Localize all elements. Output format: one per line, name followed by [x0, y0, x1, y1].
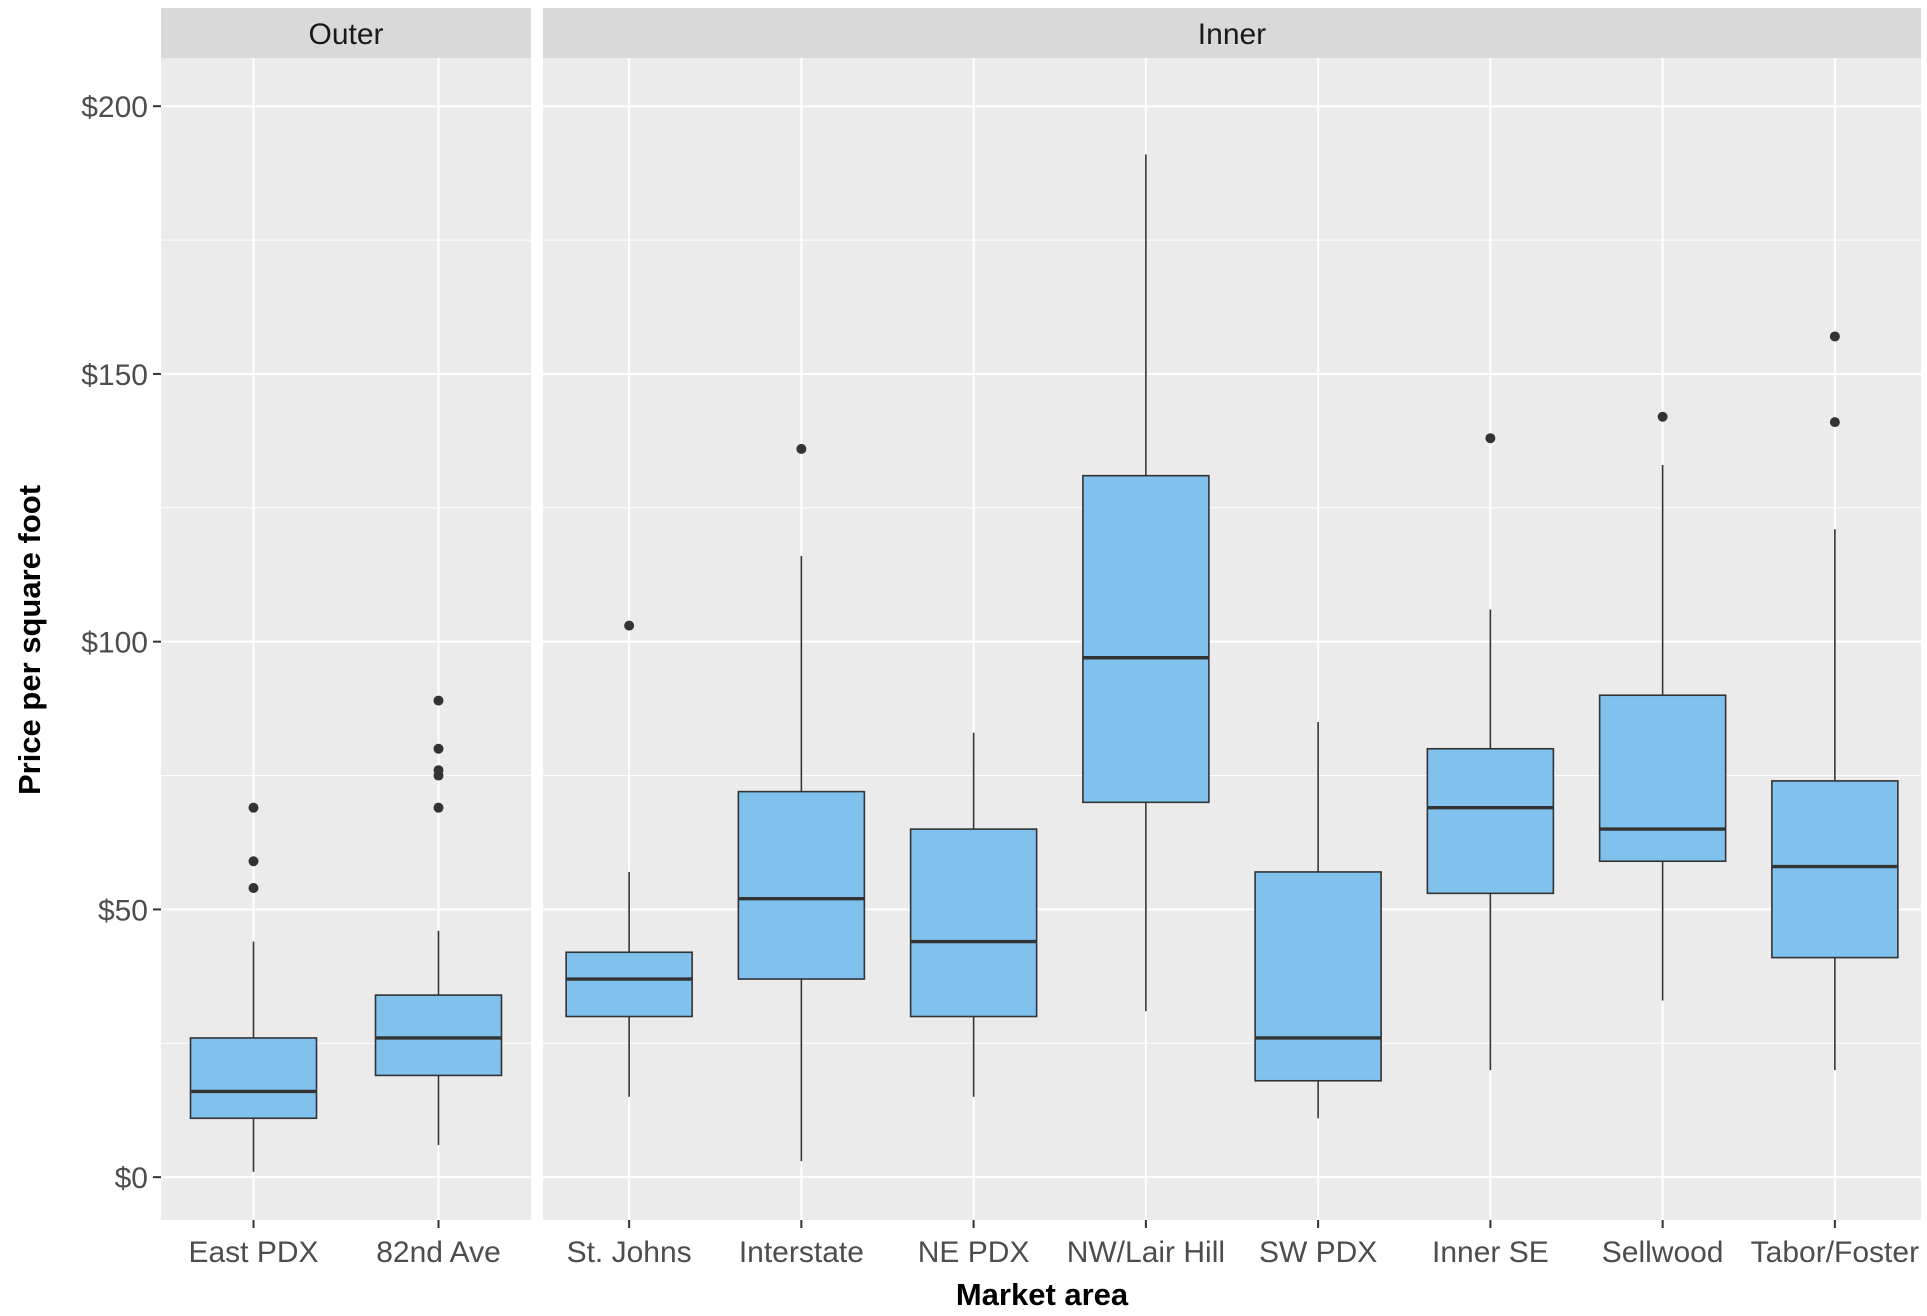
facet-strip	[161, 8, 531, 58]
x-tick-label-nw-lair-hill: NW/Lair Hill	[1067, 1236, 1225, 1269]
box-ne-pdx	[909, 732, 1038, 1097]
outlier-point	[796, 443, 807, 454]
iqr-box	[189, 1037, 318, 1120]
y-tick-label: $200	[81, 91, 148, 124]
iqr-box	[737, 790, 866, 980]
y-axis: $0 $50 $100 $150 $200	[81, 91, 161, 1195]
outlier-point	[248, 883, 259, 893]
facet-inner: Inner St. Johns Interstate NE PDX NW/Lair Hi…	[543, 8, 1921, 1269]
facet-outer: Outer East PDX 82nd Ave	[161, 8, 531, 1269]
box-nw-lair-hill	[1082, 154, 1210, 1012]
x-tick-label-east-pdx: East PDX	[188, 1236, 318, 1269]
x-tick-label-interstate: Interstate	[739, 1236, 864, 1269]
y-tick-label: $100	[81, 627, 148, 660]
outlier-point	[433, 802, 444, 813]
box-tabor-foster	[1771, 331, 1899, 1071]
iqr-box	[374, 994, 503, 1077]
y-tick-label: $50	[98, 894, 148, 927]
x-tick-label-ne-pdx: NE PDX	[918, 1236, 1030, 1269]
x-tick-label-st-johns: St. Johns	[567, 1236, 692, 1269]
box-st-johns	[565, 620, 693, 1097]
outlier-point	[624, 620, 635, 631]
facet-strip-label: Outer	[308, 18, 383, 51]
box-east-pdx	[189, 802, 318, 1172]
x-tick-label-sw-pdx: SW PDX	[1259, 1236, 1377, 1269]
iqr-box	[1082, 474, 1210, 804]
outlier-point	[1657, 411, 1668, 422]
iqr-box	[909, 828, 1038, 1018]
box-inner-se	[1426, 433, 1555, 1071]
box-sw-pdx	[1254, 722, 1382, 1119]
x-axis-title: Market area	[956, 1277, 1129, 1312]
outlier-point	[1829, 331, 1840, 342]
outlier-point	[433, 765, 444, 776]
box-interstate	[737, 443, 866, 1162]
iqr-box	[1254, 871, 1382, 1082]
x-tick-label-inner-se: Inner SE	[1432, 1236, 1549, 1269]
outlier-point	[248, 856, 259, 867]
outlier-point	[433, 695, 444, 706]
x-tick-label-tabor-foster: Tabor/Foster	[1751, 1236, 1919, 1269]
panels-layer: Outer East PDX 82nd Ave Inner St. Johns Inter…	[161, 8, 1921, 1269]
iqr-box	[1426, 747, 1555, 895]
iqr-box	[1598, 694, 1727, 863]
outlier-point	[1829, 417, 1840, 428]
y-tick-label: $150	[81, 359, 148, 392]
y-axis-title: Price per square foot	[12, 485, 47, 795]
box-sellwood	[1598, 411, 1727, 1001]
outlier-point	[248, 802, 259, 813]
x-tick-label-sellwood: Sellwood	[1602, 1236, 1724, 1269]
y-tick-label: $0	[115, 1162, 148, 1195]
iqr-box	[565, 951, 693, 1018]
x-tick-label-82nd-ave: 82nd Ave	[376, 1236, 501, 1269]
box-82nd-ave	[374, 695, 503, 1146]
iqr-box	[1771, 780, 1899, 959]
facet-strip-label: Inner	[1198, 18, 1266, 51]
outlier-point	[1485, 433, 1496, 444]
facet-background	[543, 58, 1921, 1220]
facet-strip	[543, 8, 1921, 58]
outlier-point	[433, 743, 444, 754]
